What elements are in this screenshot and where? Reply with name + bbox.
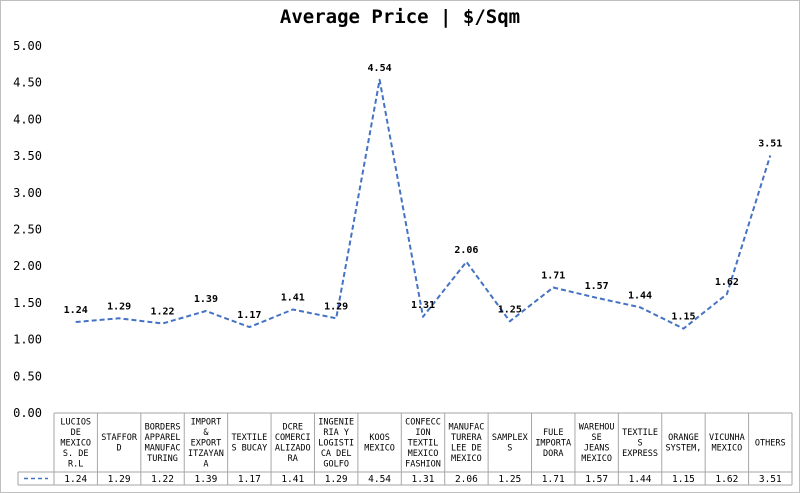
data-label: 1.41 [281, 293, 305, 304]
data-label: 1.15 [671, 312, 695, 323]
series-line [75, 78, 772, 330]
y-tick-label: 0.00 [13, 406, 42, 420]
data-label: 1.39 [194, 294, 218, 305]
y-tick-label: 2.00 [13, 259, 42, 273]
data-label: 1.24 [64, 305, 88, 316]
y-tick-label: 4.00 [13, 112, 42, 126]
data-label: 1.62 [715, 277, 739, 288]
data-label: 1.57 [585, 281, 609, 292]
data-label: 1.25 [498, 304, 522, 315]
data-label: 2.06 [454, 245, 478, 256]
data-label: 1.17 [237, 310, 261, 321]
table-value: 1.57 [585, 474, 608, 485]
y-tick-label: 2.50 [13, 223, 42, 237]
x-category-label: IMPORT & EXPORT ITZAYAN A [188, 417, 224, 469]
data-label: 3.51 [758, 138, 782, 149]
data-label: 1.44 [628, 290, 652, 301]
data-label: 1.31 [411, 300, 435, 311]
x-category-label: ORANGE SYSTEM, [666, 433, 702, 454]
y-tick-label: 4.50 [13, 76, 42, 90]
table-value: 1.15 [672, 474, 695, 485]
x-category-label: OTHERS [755, 438, 786, 448]
data-label: 4.54 [368, 63, 392, 74]
table-value: 1.41 [281, 474, 304, 485]
y-tick-label: 3.00 [13, 186, 42, 200]
x-category-label: TEXTILE S EXPRESS [622, 428, 658, 459]
x-category-label: VICUNHA MEXICO [709, 433, 745, 454]
y-tick-label: 0.50 [13, 369, 42, 383]
x-category-label: MANUFAC TURERA LEE DE MEXICO [448, 423, 484, 465]
table-value: 1.25 [498, 474, 521, 485]
table-value: 1.62 [715, 474, 738, 485]
table-value: 1.17 [238, 474, 261, 485]
table-value: 1.31 [412, 474, 435, 485]
x-category-label: STAFFOR D [101, 433, 138, 454]
table-value: 4.54 [368, 474, 391, 485]
table-value: 1.22 [151, 474, 174, 485]
x-category-label: LUCIOS DE MEXICO S. DE R.L [60, 417, 91, 469]
x-category-label: CONFECC ION TEXTIL MEXICO FASHION [405, 417, 441, 469]
x-category-label: TEXTILE S BUCAY [231, 433, 267, 454]
table-value: 1.24 [64, 474, 87, 485]
x-category-label: INGENIE RIA Y LOGISTI CA DEL GOLFO [318, 417, 354, 469]
y-tick-label: 5.00 [13, 39, 42, 53]
data-label: 1.71 [541, 270, 565, 281]
table-value: 1.39 [194, 474, 217, 485]
data-label: 1.29 [107, 301, 131, 312]
table-value: 2.06 [455, 474, 478, 485]
table-value: 1.71 [542, 474, 565, 485]
table-value: 1.44 [629, 474, 652, 485]
x-category-label: KOOS MEXICO [364, 433, 395, 454]
x-category-label: DCRE COMERCI ALIZADO RA [275, 423, 311, 465]
table-value: 3.51 [759, 474, 782, 485]
x-category-label: FULE IMPORTA DORA [535, 428, 571, 459]
data-label: 1.22 [150, 306, 174, 317]
table-value: 1.29 [108, 474, 131, 485]
y-tick-label: 3.50 [13, 149, 42, 163]
x-category-label: BORDERS APPAREL MANUFAC TURING [145, 423, 181, 465]
chart-title: Average Price | $/Sqm [279, 6, 521, 28]
x-category-label: SAMPLEX S [492, 433, 529, 454]
y-tick-label: 1.50 [13, 296, 42, 310]
x-category-label: WAREHOU SE JEANS MEXICO [579, 423, 615, 465]
table-value: 1.29 [325, 474, 348, 485]
y-tick-label: 1.00 [13, 333, 42, 347]
data-label: 1.29 [324, 301, 348, 312]
